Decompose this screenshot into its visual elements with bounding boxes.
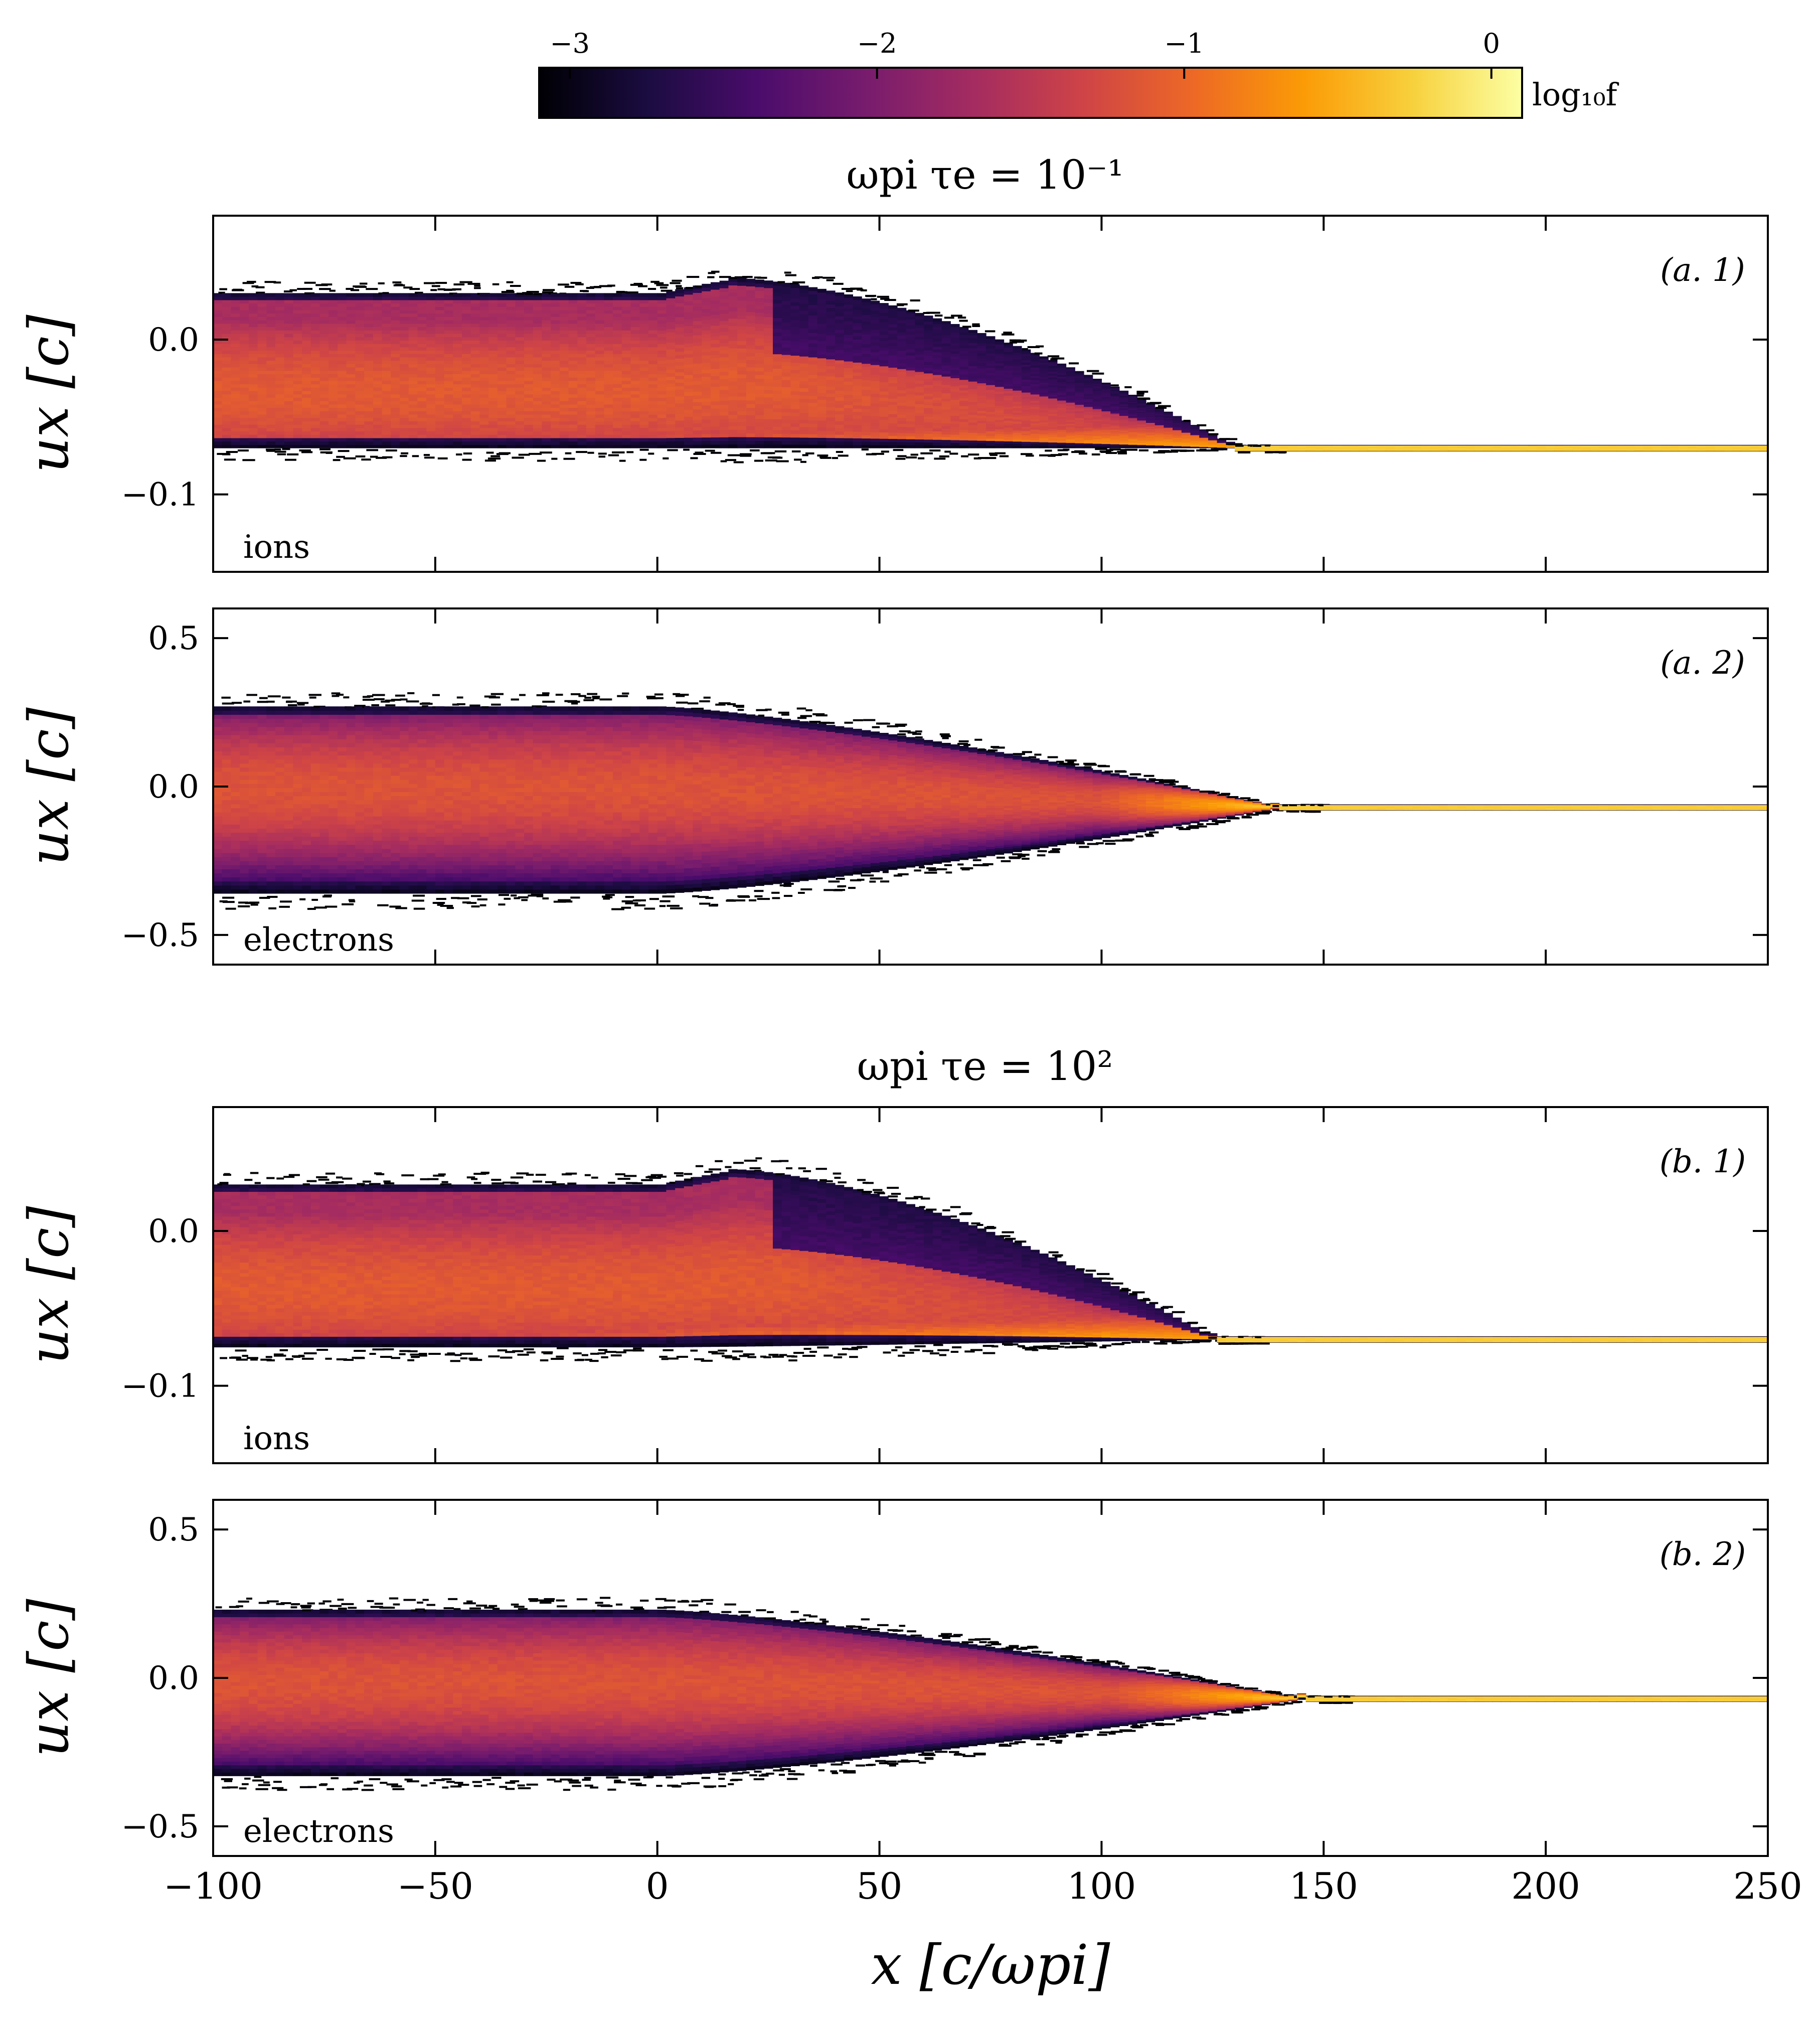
y-axis-label: ux [c] (17, 1598, 81, 1757)
x-tick-label: −100 (163, 1865, 263, 1907)
y-tick-label: 0.0 (148, 322, 199, 359)
y-axis-label: ux [c] (17, 1205, 81, 1364)
y-tick-label: 0.0 (148, 768, 199, 806)
heatmap (213, 692, 1768, 910)
heatmap (213, 1597, 1768, 1791)
group-title-b: ωpi τe = 10² (857, 1043, 1113, 1090)
panel-label: (a. 2) (1660, 645, 1745, 682)
x-tick-label: 0 (646, 1865, 669, 1907)
x-tick-label: 250 (1733, 1865, 1802, 1907)
colorbar-ticks: −3 −2 −1 0 (550, 28, 1500, 79)
y-tick-label: −0.1 (121, 477, 199, 514)
species-label: electrons (243, 921, 394, 959)
group-title-a: ωpi τe = 10⁻¹ (846, 151, 1123, 198)
panel-a1: −0.1 0.0 ux [c] (a. 1) ions (17, 215, 1769, 573)
y-axis-label: ux [c] (17, 314, 81, 473)
colorbar-tick-label: −2 (857, 28, 897, 59)
panel-a2: −0.5 0.0 0.5 ux [c] (a. 2) electrons (17, 607, 1769, 966)
x-tick-label: 100 (1067, 1865, 1136, 1907)
species-label: ions (243, 1420, 310, 1457)
colorbar-label: log₁₀f (1532, 76, 1619, 113)
panel-label: (b. 2) (1660, 1536, 1746, 1573)
colorbar-tick-label: −1 (1164, 28, 1204, 59)
colorbar-tick-label: 0 (1483, 28, 1500, 59)
y-tick-label: −0.5 (121, 1808, 199, 1845)
colorbar: −3 −2 −1 0 log₁₀f (538, 28, 1619, 119)
y-tick-label: 0.0 (148, 1660, 199, 1697)
species-label: electrons (243, 1813, 394, 1850)
x-tick-label: −50 (397, 1865, 473, 1907)
y-axis-label: ux [c] (17, 707, 81, 865)
panel-b2: −0.5 0.0 0.5 ux [c] (b. 2) electrons (17, 1499, 1769, 1857)
x-tick-label: 200 (1511, 1865, 1580, 1907)
heatmap (213, 270, 1768, 463)
panel-b1: −0.1 0.0 ux [c] (b. 1) ions (17, 1106, 1769, 1464)
panel-frame (212, 215, 1769, 573)
x-tick-label: 150 (1289, 1865, 1358, 1907)
x-tick-labels: −100 −50 0 50 100 150 200 250 (163, 1865, 1802, 1907)
x-axis-label: x [c/ωpi] (871, 1933, 1111, 1997)
panel-frame (212, 1106, 1769, 1464)
colorbar-tick-label: −3 (550, 28, 590, 59)
y-tick-label: 0.5 (148, 620, 199, 657)
panel-label: (b. 1) (1660, 1143, 1746, 1180)
species-label: ions (243, 529, 310, 566)
x-tick-label: 50 (857, 1865, 903, 1907)
panel-label: (a. 1) (1660, 252, 1745, 289)
y-tick-label: −0.1 (121, 1368, 199, 1405)
colorbar-gradient (538, 67, 1523, 119)
y-tick-label: 0.5 (148, 1511, 199, 1548)
heatmap (213, 1157, 1768, 1362)
y-tick-label: −0.5 (121, 917, 199, 954)
y-tick-label: 0.0 (148, 1213, 199, 1250)
